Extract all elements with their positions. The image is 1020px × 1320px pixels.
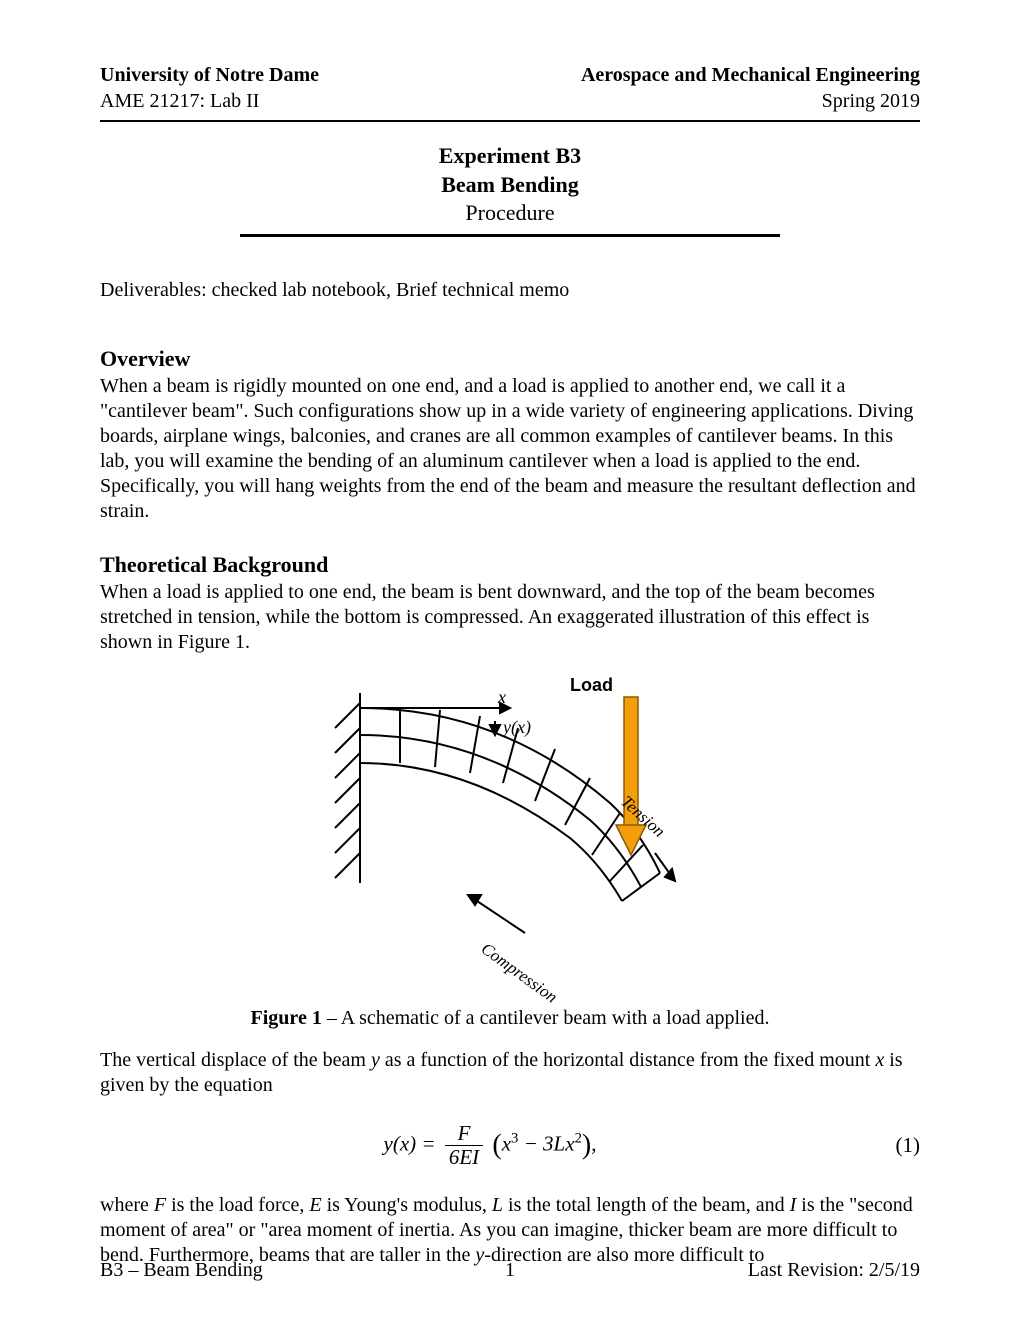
- yx-label: y(x): [501, 717, 531, 738]
- theory-body-2-y: y: [371, 1049, 380, 1071]
- theory-body-2-x: x: [875, 1049, 884, 1071]
- header-right: Aerospace and Mechanical Engineering Spr…: [581, 62, 920, 114]
- theory-body-3: where F is the load force, E is Young's …: [100, 1193, 920, 1268]
- eq-exp2: 2: [575, 1130, 582, 1146]
- deliverables-text: Deliverables: checked lab notebook, Brie…: [100, 279, 920, 302]
- eq-x2: − 3Lx: [518, 1131, 574, 1155]
- x-axis-arrow: [360, 703, 510, 713]
- equation-1-number: (1): [880, 1133, 920, 1158]
- overview-heading: Overview: [100, 346, 920, 372]
- overview-body: When a beam is rigidly mounted on one en…: [100, 374, 920, 524]
- eq-paren-open: (: [492, 1129, 501, 1160]
- theory-body-1: When a load is applied to one end, the b…: [100, 580, 920, 655]
- title-topic: Beam Bending: [100, 171, 920, 200]
- theory-heading: Theoretical Background: [100, 552, 920, 578]
- theory-body-2: The vertical displace of the beam y as a…: [100, 1048, 920, 1098]
- header-left: University of Notre Dame AME 21217: Lab …: [100, 62, 319, 114]
- equation-1: y(x) = F 6EI (x3 − 3Lx2), (1): [100, 1122, 920, 1169]
- eq-numerator: F: [445, 1122, 483, 1146]
- header-term: Spring 2019: [581, 88, 920, 114]
- header-course: AME 21217: Lab II: [100, 88, 319, 114]
- header-divider: [100, 120, 920, 122]
- x-axis-label: x: [497, 687, 506, 707]
- eq-lhs: y(x) =: [384, 1131, 436, 1155]
- figure-1-caption: Figure 1 – A schematic of a cantilever b…: [100, 1007, 920, 1030]
- footer-page-number: 1: [100, 1259, 920, 1282]
- header-department: Aerospace and Mechanical Engineering: [581, 62, 920, 88]
- figure-1-caption-text: – A schematic of a cantilever beam with …: [322, 1007, 770, 1029]
- eq-denominator: 6EI: [445, 1146, 483, 1169]
- cantilever-beam-diagram: x y(x) Load Tension Compression: [300, 673, 720, 1003]
- page-footer: B3 – Beam Bending 1 Last Revision: 2/5/1…: [100, 1259, 920, 1282]
- eq-x1: x: [502, 1131, 511, 1155]
- title-divider: [240, 234, 780, 237]
- figure-1-caption-label: Figure 1: [251, 1007, 322, 1029]
- eq-paren-close: ): [582, 1129, 591, 1160]
- wall-hatching: [335, 703, 360, 878]
- theory-body-2b: as a function of the horizontal distance…: [380, 1049, 875, 1071]
- figure-1: x y(x) Load Tension Compression: [100, 673, 920, 1003]
- theory-body-2a: The vertical displace of the beam: [100, 1049, 371, 1071]
- title-subtitle: Procedure: [100, 199, 920, 228]
- page-header: University of Notre Dame AME 21217: Lab …: [100, 62, 920, 114]
- load-label: Load: [570, 675, 613, 695]
- title-experiment: Experiment B3: [100, 142, 920, 171]
- load-arrow: [616, 697, 646, 855]
- title-block: Experiment B3 Beam Bending Procedure: [100, 142, 920, 237]
- header-university: University of Notre Dame: [100, 62, 319, 88]
- eq-comma: ,: [591, 1131, 596, 1155]
- yx-arrow: [490, 721, 500, 735]
- equation-1-expression: y(x) = F 6EI (x3 − 3Lx2),: [100, 1122, 880, 1169]
- compression-label: Compression: [478, 939, 561, 1003]
- compression-indicator: [468, 895, 525, 933]
- eq-fraction: F 6EI: [445, 1122, 483, 1169]
